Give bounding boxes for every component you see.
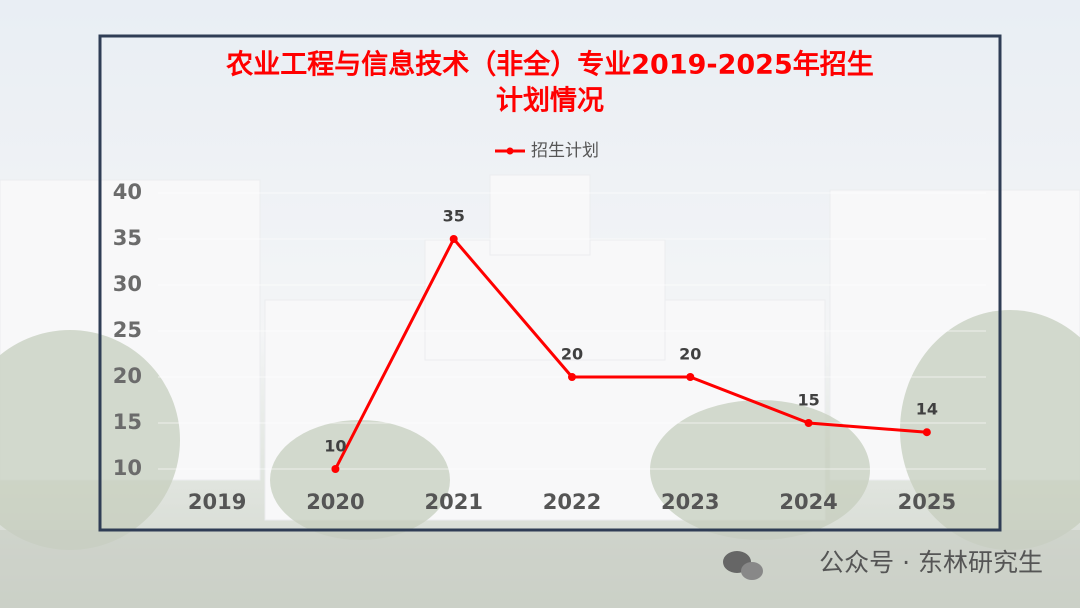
y-tick-label: 35 <box>113 226 142 250</box>
watermark: 公众号 · 东林研究生 <box>819 548 1043 577</box>
data-point <box>686 373 695 381</box>
chart-frame <box>98 34 1002 532</box>
wechat-icon <box>723 551 763 580</box>
data-point <box>568 373 576 381</box>
x-tick-label: 2021 <box>424 490 482 514</box>
data-point <box>331 465 340 473</box>
y-tick-label: 30 <box>113 272 142 296</box>
data-point <box>449 235 458 243</box>
chart-title: 农业工程与信息技术（非全）专业2019-2025年招生 <box>225 49 874 81</box>
y-tick-label: 15 <box>113 410 142 434</box>
x-tick-label: 2023 <box>661 490 719 514</box>
x-tick-label: 2025 <box>898 490 956 514</box>
series-line <box>334 237 927 470</box>
x-tick-label: 2022 <box>543 490 601 514</box>
data-label: 20 <box>679 345 701 364</box>
trees <box>0 310 1080 550</box>
legend-marker <box>506 147 514 155</box>
data-point <box>804 419 813 427</box>
data-label: 14 <box>916 400 938 419</box>
ground <box>0 530 1080 608</box>
data-label: 15 <box>797 391 819 410</box>
y-tick-label: 10 <box>113 456 142 480</box>
x-tick-label: 2024 <box>779 490 837 514</box>
data-point <box>922 428 931 437</box>
x-tick-label: 2020 <box>306 490 364 514</box>
y-tick-label: 40 <box>113 180 142 204</box>
chart-title: 计划情况 <box>496 86 604 117</box>
legend-label: 招生计划 <box>531 141 599 161</box>
data-label: 35 <box>443 207 465 226</box>
y-tick-label: 20 <box>113 364 142 388</box>
x-tick-label: 2019 <box>188 490 246 514</box>
data-label: 10 <box>324 437 346 456</box>
y-tick-label: 25 <box>113 318 142 342</box>
data-label: 20 <box>561 345 583 364</box>
